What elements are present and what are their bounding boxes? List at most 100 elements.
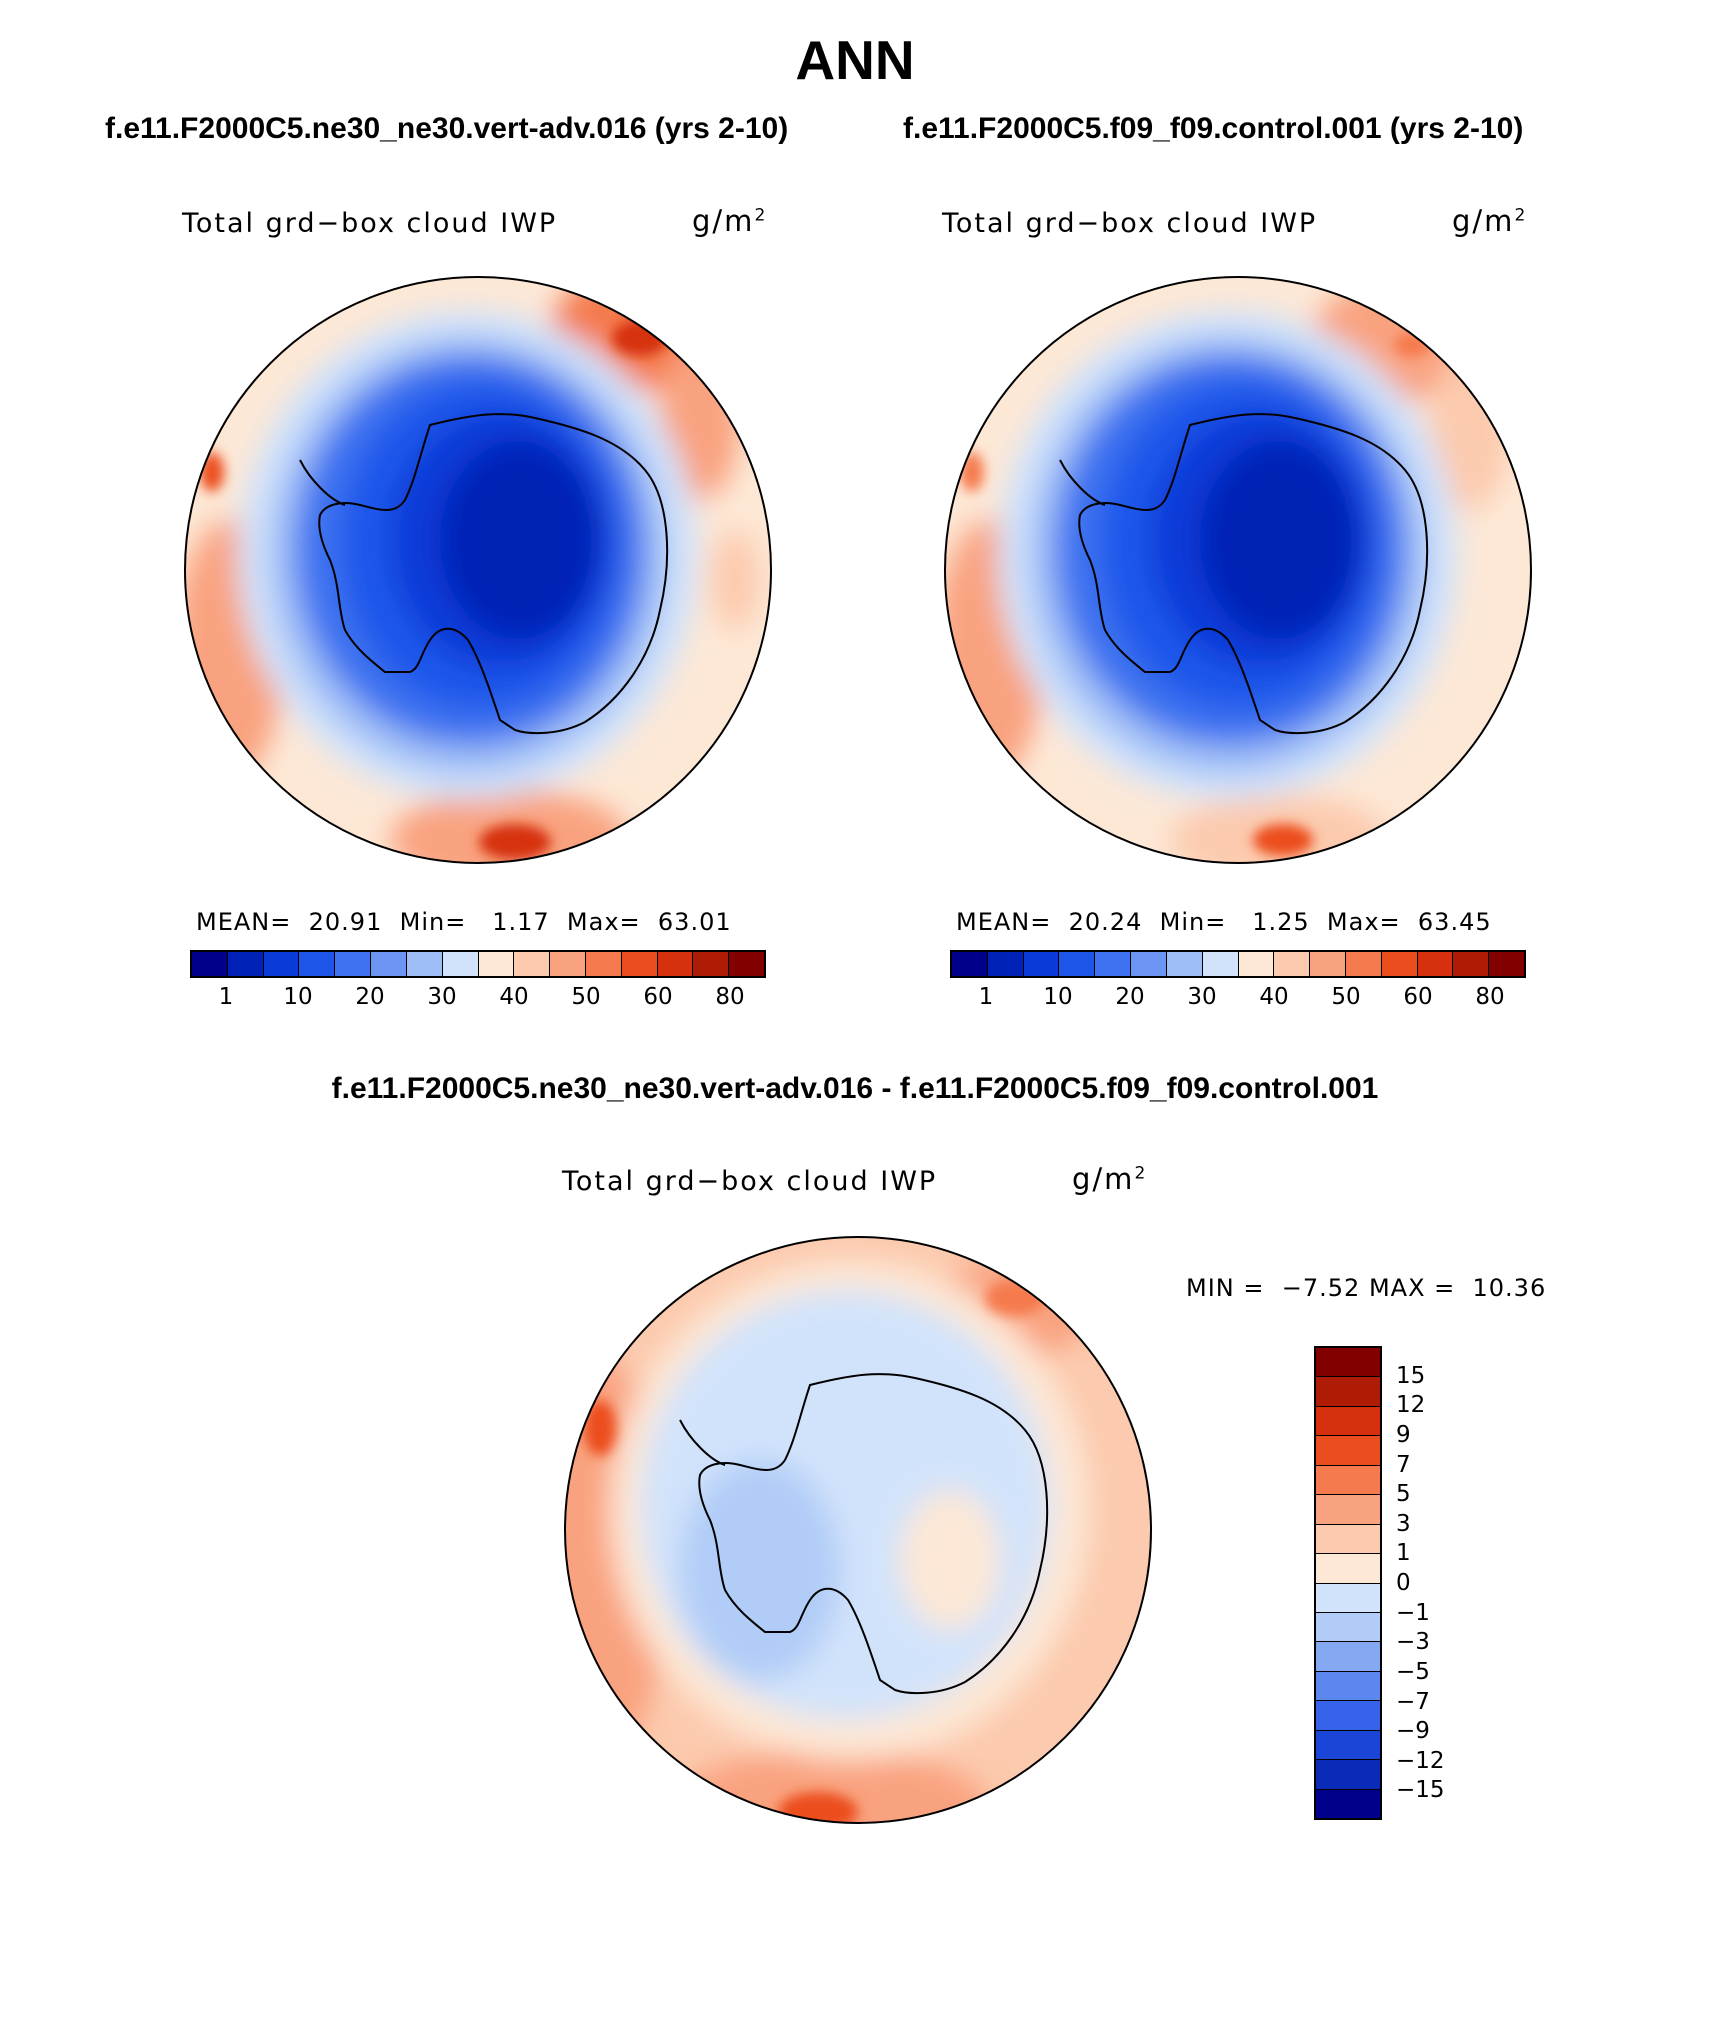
colorbar-swatch [1316, 1465, 1380, 1496]
colorbar-swatch [621, 952, 658, 976]
colorbar-tick-label: 30 [427, 984, 457, 1010]
colorbar-swatch [657, 952, 694, 976]
colorbar-tick-label: 3 [1396, 1510, 1411, 1537]
right-colorbar: 1 10 20 30 40 50 60 80 [950, 950, 1526, 1010]
colorbar-tick-label: 30 [1187, 984, 1217, 1010]
colorbar-tick-label: 1 [978, 984, 994, 1010]
diff-case-title: f.e11.F2000C5.ne30_ne30.vert-adv.016 - f… [331, 1072, 1379, 1105]
left-stats: MEAN= 20.91 Min= 1.17 Max= 63.01 [196, 908, 732, 936]
colorbar-swatch [1316, 1495, 1380, 1525]
colorbar-tick-label: 80 [715, 984, 745, 1010]
colorbar-swatch [1417, 952, 1454, 976]
left-colorbar-ticks: 1 10 20 30 40 50 60 80 [190, 978, 766, 1010]
colorbar-tick-label: 0 [1396, 1570, 1411, 1596]
colorbar-swatch [1316, 1730, 1380, 1761]
colorbar-swatch [987, 952, 1024, 976]
colorbar-swatch [442, 952, 479, 976]
colorbar-tick-label: −9 [1396, 1718, 1430, 1745]
colorbar-swatch [406, 952, 443, 976]
diff-map-border [564, 1236, 1152, 1824]
colorbar-swatch [227, 952, 264, 976]
colorbar-swatch [1202, 952, 1239, 976]
colorbar-tick-label: 10 [1043, 984, 1073, 1010]
left-unit-label: g/m2 [692, 204, 768, 238]
colorbar-tick-label: 40 [1259, 984, 1289, 1010]
colorbar-tick-label: −12 [1396, 1747, 1445, 1774]
colorbar-swatch [1310, 952, 1346, 976]
colorbar-swatch [1274, 952, 1311, 976]
colorbar-swatch [1316, 1554, 1380, 1584]
colorbar-tick-label: 20 [1115, 984, 1145, 1010]
figure-title: ANN [795, 29, 915, 91]
colorbar-tick-label: 80 [1475, 984, 1505, 1010]
colorbar-swatch [550, 952, 586, 976]
right-coastline [1078, 413, 1429, 735]
left-case-title: f.e11.F2000C5.ne30_ne30.vert-adv.016 (yr… [105, 112, 789, 145]
diff-colorbar-ticks: 15 12 9 7 5 3 1 0 −1 −3 −5 −7 −9 −12 −15 [1396, 1346, 1496, 1820]
right-map-border [944, 276, 1532, 864]
colorbar-swatch [478, 952, 515, 976]
colorbar-swatch [952, 952, 988, 976]
colorbar-swatch [1238, 952, 1275, 976]
colorbar-swatch [1316, 1789, 1380, 1818]
diff-colorbar [1314, 1346, 1382, 1820]
colorbar-swatch [693, 952, 730, 976]
colorbar-tick-label: 9 [1396, 1421, 1411, 1448]
colorbar-swatch [335, 952, 372, 976]
right-variable-label: Total grd−box cloud IWP [942, 208, 1318, 239]
left-polar-map [184, 276, 772, 864]
colorbar-tick-label: 40 [499, 984, 529, 1010]
right-unit-label: g/m2 [1452, 204, 1528, 238]
left-colorbar-swatches [190, 950, 766, 978]
colorbar-swatch [1316, 1406, 1380, 1437]
colorbar-tick-label: −15 [1396, 1777, 1445, 1804]
colorbar-swatch [729, 952, 764, 976]
colorbar-tick-label: −5 [1396, 1658, 1430, 1685]
left-variable-label: Total grd−box cloud IWP [182, 208, 558, 239]
colorbar-swatch [1316, 1642, 1380, 1672]
left-map-border [184, 276, 772, 864]
colorbar-tick-label: 7 [1396, 1451, 1411, 1478]
right-colorbar-swatches [950, 950, 1526, 978]
colorbar-swatch [1316, 1524, 1380, 1555]
diff-variable-label: Total grd−box cloud IWP [562, 1166, 938, 1197]
colorbar-swatch [1059, 952, 1096, 976]
colorbar-swatch [1345, 952, 1382, 976]
colorbar-swatch [514, 952, 551, 976]
colorbar-tick-label: 60 [1403, 984, 1433, 1010]
colorbar-tick-label: −1 [1396, 1599, 1430, 1626]
diff-polar-map [564, 1236, 1152, 1824]
colorbar-tick-label: 5 [1396, 1481, 1411, 1508]
colorbar-swatch [1453, 952, 1490, 976]
colorbar-tick-label: 50 [571, 984, 601, 1010]
colorbar-swatch [1316, 1760, 1380, 1790]
right-case-title: f.e11.F2000C5.f09_f09.control.001 (yrs 2… [903, 112, 1524, 145]
colorbar-tick-label: 50 [1331, 984, 1361, 1010]
colorbar-swatch [299, 952, 336, 976]
colorbar-swatch [1316, 1436, 1380, 1466]
colorbar-tick-label: 15 [1396, 1362, 1426, 1389]
colorbar-swatch [585, 952, 622, 976]
colorbar-swatch [1316, 1583, 1380, 1613]
colorbar-swatch [1316, 1612, 1380, 1643]
colorbar-tick-label: 1 [218, 984, 234, 1010]
colorbar-swatch [1316, 1348, 1380, 1378]
colorbar-swatch [263, 952, 300, 976]
colorbar-swatch [1095, 952, 1132, 976]
colorbar-tick-label: 60 [643, 984, 673, 1010]
colorbar-swatch [1489, 952, 1524, 976]
diff-stats: MIN = −7.52 MAX = 10.36 [1186, 1274, 1547, 1302]
colorbar-tick-label: 20 [355, 984, 385, 1010]
right-polar-map [944, 276, 1532, 864]
colorbar-swatch [1316, 1701, 1380, 1731]
diff-unit-label: g/m2 [1072, 1162, 1148, 1196]
left-colorbar: 1 10 20 30 40 50 60 80 [190, 950, 766, 1010]
colorbar-swatch [1131, 952, 1167, 976]
colorbar-tick-label: 10 [283, 984, 313, 1010]
colorbar-swatch [192, 952, 228, 976]
colorbar-swatch [1316, 1671, 1380, 1702]
colorbar-tick-label: 1 [1396, 1540, 1411, 1567]
colorbar-tick-label: −3 [1396, 1629, 1430, 1656]
colorbar-swatch [1381, 952, 1418, 976]
